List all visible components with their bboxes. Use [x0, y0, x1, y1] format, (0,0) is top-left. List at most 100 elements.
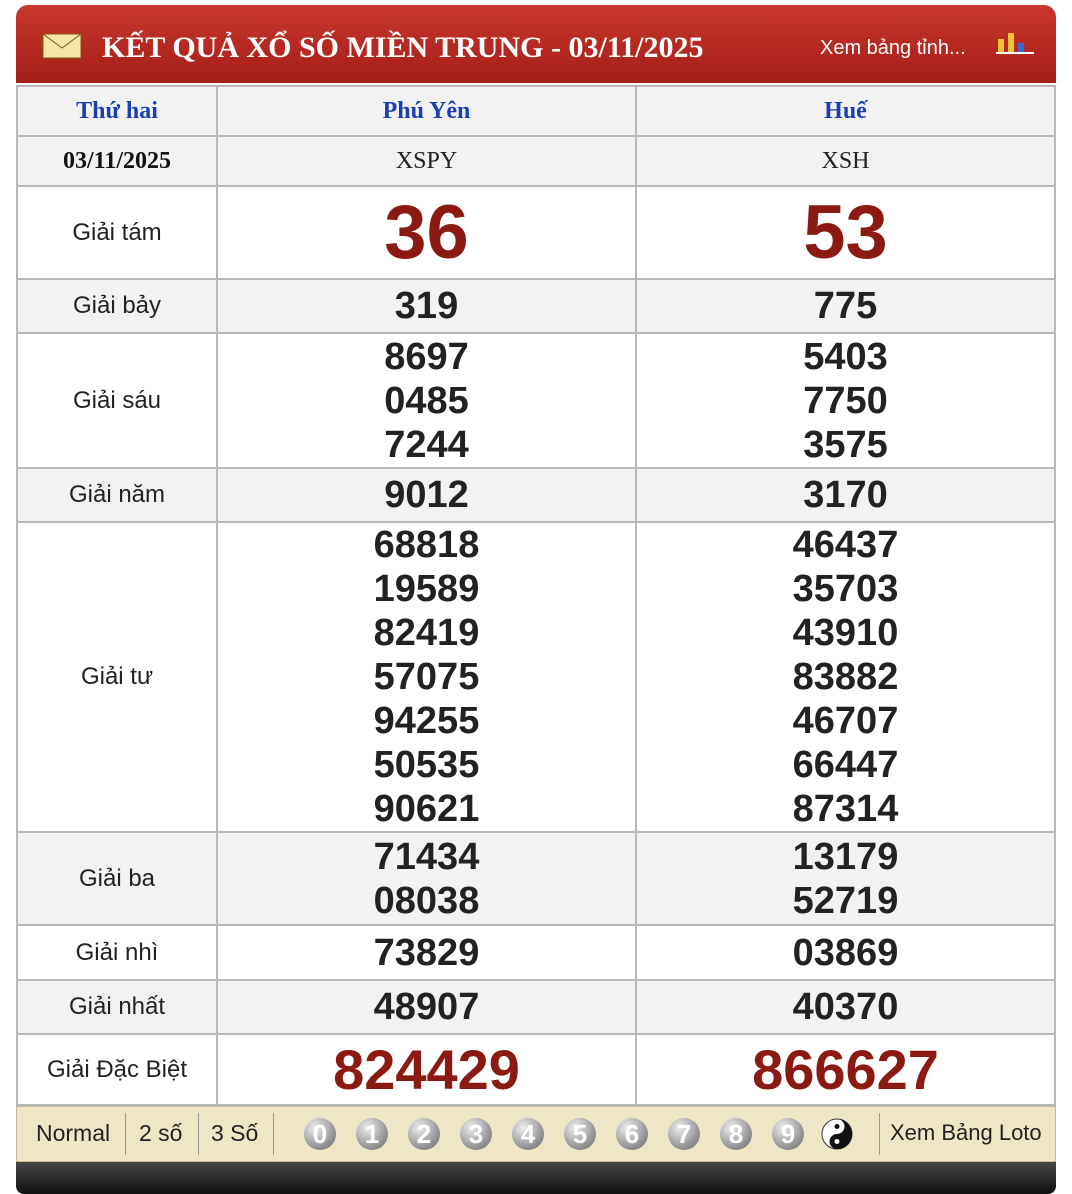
- results-table: Thứ hai Phú Yên Huế 03/11/2025 XSPY XSH Giải t…: [16, 85, 1056, 1106]
- bottom-bar: [16, 1162, 1056, 1194]
- prize-number: 9012: [384, 474, 469, 516]
- prize-cell: 775: [635, 278, 1056, 334]
- prize-cell: 9012: [216, 467, 637, 523]
- prize-number: 94255: [373, 700, 480, 742]
- code-cell: XSH: [635, 135, 1056, 187]
- prize-cell: 71434 08038: [216, 831, 637, 926]
- prize-number: 866627: [752, 1037, 939, 1101]
- province-link[interactable]: Xem bảng tỉnh...: [820, 37, 966, 59]
- table-row: Thứ hai Phú Yên Huế: [16, 85, 1056, 137]
- prize-cell: 866627: [635, 1033, 1056, 1106]
- yin-yang-button[interactable]: [821, 1118, 853, 1150]
- prize-number: 43910: [792, 612, 899, 654]
- prize-label: Giải bảy: [16, 278, 218, 334]
- prize-number: 7244: [384, 423, 469, 466]
- prize-number: 0485: [384, 379, 469, 422]
- prize-label: Giải ba: [16, 831, 218, 926]
- mode-button[interactable]: 3 Số: [211, 1120, 259, 1146]
- mode-button[interactable]: 2 số: [139, 1120, 183, 1146]
- digit-button[interactable]: 4: [512, 1118, 544, 1150]
- prize-number: 52719: [792, 879, 899, 922]
- loto-link[interactable]: Xem Bảng Loto: [890, 1120, 1042, 1145]
- digit-button[interactable]: 2: [408, 1118, 440, 1150]
- prize-cell: 03869: [635, 924, 1056, 981]
- prize-label: Giải nhì: [16, 924, 218, 981]
- prize-row: Giải tư 68818 19589 82419 57075 94255 50535 906…: [16, 521, 1056, 833]
- prize-number: 48907: [373, 986, 480, 1028]
- digit-button[interactable]: 1: [356, 1118, 388, 1150]
- prize-cell: 53: [635, 185, 1056, 280]
- prize-cell: 68818 19589 82419 57075 94255 50535 90621: [216, 521, 637, 833]
- prize-row: Giải nhất 48907 40370: [16, 979, 1056, 1035]
- digit-button[interactable]: 0: [304, 1118, 336, 1150]
- mail-icon: [42, 33, 82, 59]
- code-cell: 03/11/2025: [16, 135, 218, 187]
- separator: [125, 1113, 126, 1155]
- header-title: KẾT QUẢ XỔ SỐ MIỀN TRUNG - 03/11/2025: [102, 31, 704, 64]
- prize-cell: 36: [216, 185, 637, 280]
- prize-number: 824429: [333, 1037, 520, 1101]
- prize-number: 19589: [373, 568, 480, 610]
- separator: [273, 1113, 274, 1155]
- prize-number: 71434: [373, 835, 480, 878]
- code-cell: XSPY: [216, 135, 637, 187]
- prize-number: 5403: [803, 335, 888, 378]
- prize-number: 73829: [373, 931, 480, 974]
- prize-number: 35703: [792, 568, 899, 610]
- prize-number: 87314: [792, 788, 899, 830]
- digit-button[interactable]: 8: [720, 1118, 752, 1150]
- prize-row: Giải nhì 73829 03869: [16, 924, 1056, 981]
- digit-button[interactable]: 7: [668, 1118, 700, 1150]
- prize-number: 775: [813, 285, 878, 327]
- prize-number: 90621: [373, 788, 480, 830]
- prize-number: 36: [384, 189, 469, 275]
- prize-number: 8697: [384, 335, 469, 378]
- prize-label: Giải năm: [16, 467, 218, 523]
- prize-number: 82419: [373, 612, 480, 654]
- prize-number: 46707: [792, 700, 899, 742]
- prize-cell: 73829: [216, 924, 637, 981]
- prize-number: 3575: [803, 423, 888, 466]
- digit-button[interactable]: 9: [772, 1118, 804, 1150]
- prize-cell: 319: [216, 278, 637, 334]
- prize-number: 3170: [803, 474, 888, 516]
- prize-number: 40370: [792, 986, 899, 1028]
- prize-row: Giải bảy 319 775: [16, 278, 1056, 334]
- digit-button[interactable]: 5: [564, 1118, 596, 1150]
- prize-row: Giải sáu 8697 0485 7244 5403 7750 3575: [16, 332, 1056, 469]
- prize-number: 319: [394, 285, 459, 327]
- prize-label: Giải tư: [16, 521, 218, 833]
- prize-cell: 5403 7750 3575: [635, 332, 1056, 469]
- prize-cell: 8697 0485 7244: [216, 332, 637, 469]
- prize-number: 08038: [373, 879, 480, 922]
- table-row: 03/11/2025 XSPY XSH: [16, 135, 1056, 187]
- prize-number: 50535: [373, 744, 480, 786]
- prize-number: 68818: [373, 524, 480, 566]
- prize-label: Giải nhất: [16, 979, 218, 1035]
- prize-label: Giải Đặc Biệt: [16, 1033, 218, 1106]
- prize-row: Giải tám 36 53: [16, 185, 1056, 280]
- prize-cell: 48907: [216, 979, 637, 1035]
- prize-number: 7750: [803, 379, 888, 422]
- prize-number: 03869: [792, 931, 899, 974]
- column-header: Thứ hai: [16, 85, 218, 137]
- prize-number: 57075: [373, 656, 480, 698]
- prize-number: 83882: [792, 656, 899, 698]
- results-panel: KẾT QUẢ XỔ SỐ MIỀN TRUNG - 03/11/2025 Xe…: [16, 5, 1056, 1194]
- digit-button[interactable]: 3: [460, 1118, 492, 1150]
- chart-icon: [996, 33, 1034, 54]
- prize-number: 13179: [792, 835, 899, 878]
- column-header: Huế: [635, 85, 1056, 137]
- prize-row: Giải ba 71434 08038 13179 52719: [16, 831, 1056, 926]
- prize-row: Giải Đặc Biệt 824429 866627: [16, 1033, 1056, 1106]
- prize-label: Giải sáu: [16, 332, 218, 469]
- prize-number: 66447: [792, 744, 899, 786]
- toolbar: Normal 2 số 3 Số 0 1 2 3 4 5 6 7 8 9 Xem Bảng Loto: [16, 1106, 1056, 1162]
- digit-button[interactable]: 6: [616, 1118, 648, 1150]
- prize-cell: 13179 52719: [635, 831, 1056, 926]
- prize-label: Giải tám: [16, 185, 218, 280]
- prize-cell: 40370: [635, 979, 1056, 1035]
- mode-button[interactable]: Normal: [36, 1120, 111, 1146]
- header: KẾT QUẢ XỔ SỐ MIỀN TRUNG - 03/11/2025 Xe…: [16, 5, 1056, 83]
